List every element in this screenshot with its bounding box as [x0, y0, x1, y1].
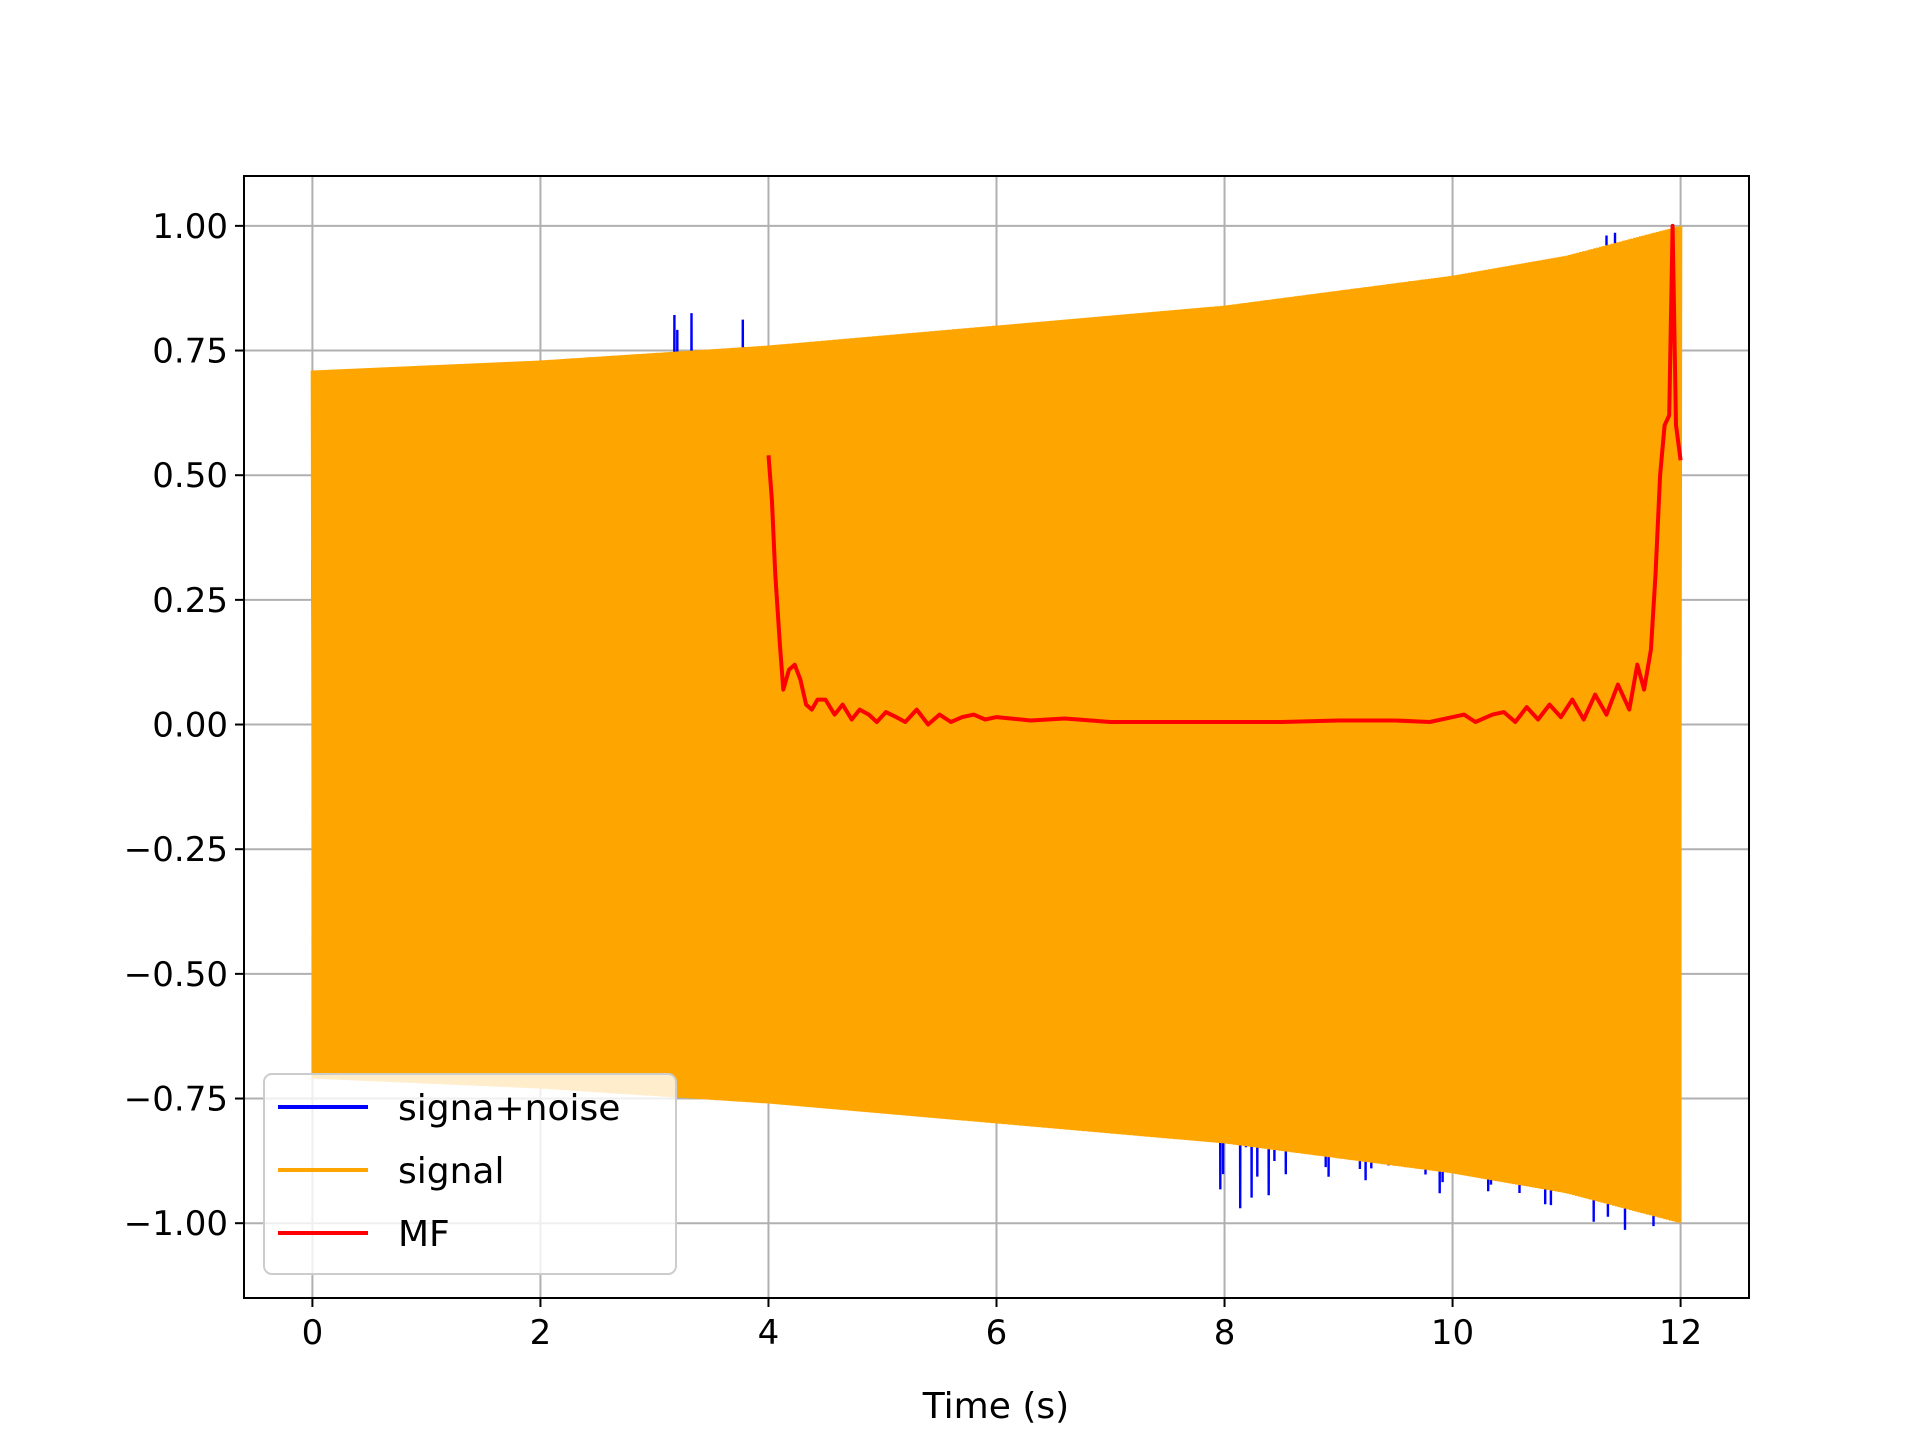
- y-axis-ticks: 1.00 0.75 0.50 0.25 0.00 −0.25 −0.50 −0.75 −1.00: [124, 207, 244, 1244]
- y-tick-label: −0.25: [124, 830, 228, 870]
- series-group: [310, 223, 1683, 1230]
- legend-label-signal-noise: signa+noise: [398, 1088, 620, 1129]
- x-tick-label: 12: [1659, 1313, 1702, 1353]
- series-mf-line: [766, 223, 1683, 727]
- legend-box: [263, 1073, 677, 1275]
- y-tick-label: 0.25: [152, 581, 228, 621]
- x-tick-label: 10: [1431, 1313, 1474, 1353]
- y-tick-label: −0.75: [124, 1080, 228, 1120]
- legend: signa+noise signal MF: [263, 1073, 677, 1275]
- x-axis-ticks: 0 2 4 6 8 10 12: [302, 1298, 1702, 1353]
- series-signal-line: [310, 225, 1683, 1223]
- legend-label-mf: MF: [398, 1214, 450, 1255]
- y-tick-label: 0.50: [152, 456, 228, 496]
- y-tick-label: −1.00: [124, 1204, 228, 1244]
- x-tick-label: 6: [986, 1313, 1008, 1353]
- x-axis-label: Time (s): [922, 1386, 1069, 1427]
- x-tick-label: 2: [530, 1313, 552, 1353]
- x-tick-label: 8: [1214, 1313, 1236, 1353]
- y-tick-label: 0.00: [152, 706, 228, 746]
- y-tick-label: 0.75: [152, 332, 228, 372]
- x-tick-label: 4: [758, 1313, 780, 1353]
- legend-label-signal: signal: [398, 1151, 505, 1192]
- y-tick-label: 1.00: [152, 207, 228, 247]
- x-tick-label: 0: [302, 1313, 324, 1353]
- y-tick-label: −0.50: [124, 955, 228, 995]
